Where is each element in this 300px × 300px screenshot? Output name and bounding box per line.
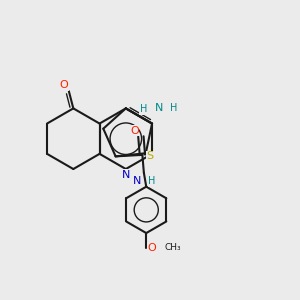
Text: O: O: [59, 80, 68, 90]
Text: S: S: [147, 151, 154, 161]
Text: CH₃: CH₃: [165, 243, 181, 252]
Text: O: O: [147, 243, 156, 253]
Text: H: H: [140, 104, 147, 114]
Text: N: N: [154, 103, 163, 113]
Text: N: N: [122, 170, 130, 180]
Text: O: O: [130, 125, 139, 136]
Text: N: N: [133, 176, 142, 186]
Text: H: H: [148, 176, 156, 186]
Text: H: H: [170, 103, 177, 113]
